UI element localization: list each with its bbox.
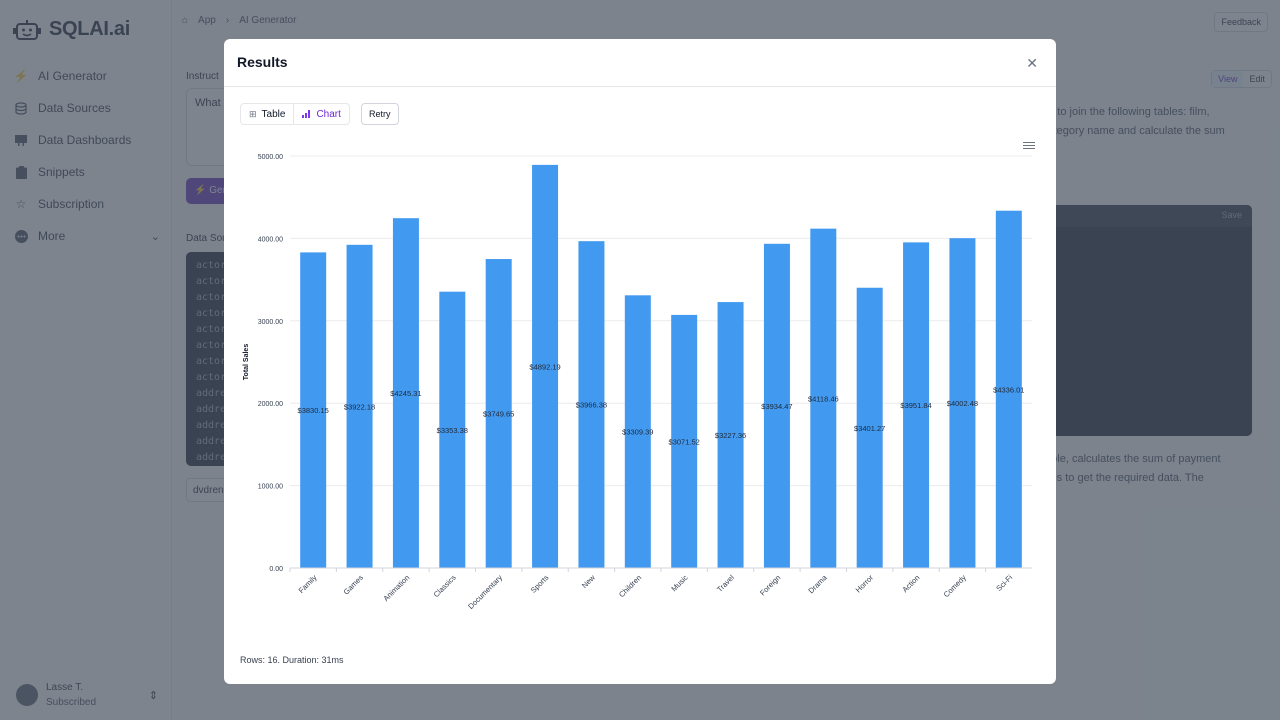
svg-text:1000.00: 1000.00 <box>258 484 283 491</box>
svg-text:Games: Games <box>342 573 366 597</box>
close-icon[interactable]: ✕ <box>1026 55 1038 71</box>
view-tabs: ⊞ Table Chart <box>240 103 350 125</box>
svg-text:Total Sales: Total Sales <box>243 344 250 381</box>
results-modal: Results ✕ ⊞ Table Chart Retry 0.00 1000.00… <box>224 39 1056 684</box>
svg-text:$3401.27: $3401.27 <box>854 424 885 433</box>
svg-text:$3966.38: $3966.38 <box>576 401 607 410</box>
svg-text:New: New <box>580 573 597 590</box>
svg-text:$4245.31: $4245.31 <box>390 389 421 398</box>
svg-text:Travel: Travel <box>715 573 736 594</box>
svg-text:$4892.19: $4892.19 <box>529 362 560 371</box>
svg-text:$3934.47: $3934.47 <box>761 402 792 411</box>
modal-title: Results <box>237 54 288 70</box>
svg-text:$3353.38: $3353.38 <box>437 426 468 435</box>
bar-chart: 0.00 1000.00 2000.00 3000.00 4000.00 5000.00 T… <box>243 154 1032 611</box>
table-icon: ⊞ <box>249 108 257 119</box>
svg-text:Comedy: Comedy <box>942 573 968 599</box>
results-footer: Rows: 16. Duration: 31ms <box>240 655 344 665</box>
svg-text:$4118.46: $4118.46 <box>808 394 839 403</box>
svg-text:$3227.36: $3227.36 <box>715 431 746 440</box>
retry-button[interactable]: Retry <box>361 103 399 125</box>
svg-text:Animation: Animation <box>381 573 411 603</box>
tab-table[interactable]: ⊞ Table <box>241 104 293 124</box>
svg-text:$3951.84: $3951.84 <box>900 401 931 410</box>
svg-text:Sci-Fi: Sci-Fi <box>994 573 1014 593</box>
svg-text:Children: Children <box>617 573 643 599</box>
svg-text:Family: Family <box>297 573 319 595</box>
svg-text:Sports: Sports <box>529 573 551 595</box>
svg-text:4000.00: 4000.00 <box>258 236 283 243</box>
svg-text:$3749.65: $3749.65 <box>483 410 514 419</box>
svg-text:5000.00: 5000.00 <box>258 154 283 161</box>
svg-text:3000.00: 3000.00 <box>258 319 283 326</box>
chart-menu-icon[interactable] <box>1023 140 1035 151</box>
svg-text:$4336.01: $4336.01 <box>993 385 1024 394</box>
svg-text:0.00: 0.00 <box>269 566 283 573</box>
svg-text:$3071.52: $3071.52 <box>669 437 700 446</box>
modal-header: Results ✕ <box>224 39 1056 87</box>
tab-label: Table <box>261 108 286 120</box>
bar-chart-icon <box>302 110 311 118</box>
tab-chart[interactable]: Chart <box>293 104 348 124</box>
svg-text:Music: Music <box>669 573 689 593</box>
svg-text:Documentary: Documentary <box>466 573 504 611</box>
svg-text:Foreign: Foreign <box>758 573 782 597</box>
svg-text:Drama: Drama <box>806 572 829 595</box>
svg-text:2000.00: 2000.00 <box>258 401 283 408</box>
svg-text:$3922.18: $3922.18 <box>344 402 375 411</box>
svg-text:Horror: Horror <box>854 573 876 595</box>
svg-text:Action: Action <box>900 573 921 594</box>
svg-text:$3830.15: $3830.15 <box>298 406 329 415</box>
svg-text:$3309.39: $3309.39 <box>622 428 653 437</box>
svg-text:Classics: Classics <box>432 573 458 599</box>
svg-text:$4002.48: $4002.48 <box>947 399 978 408</box>
tab-label: Chart <box>316 108 341 120</box>
